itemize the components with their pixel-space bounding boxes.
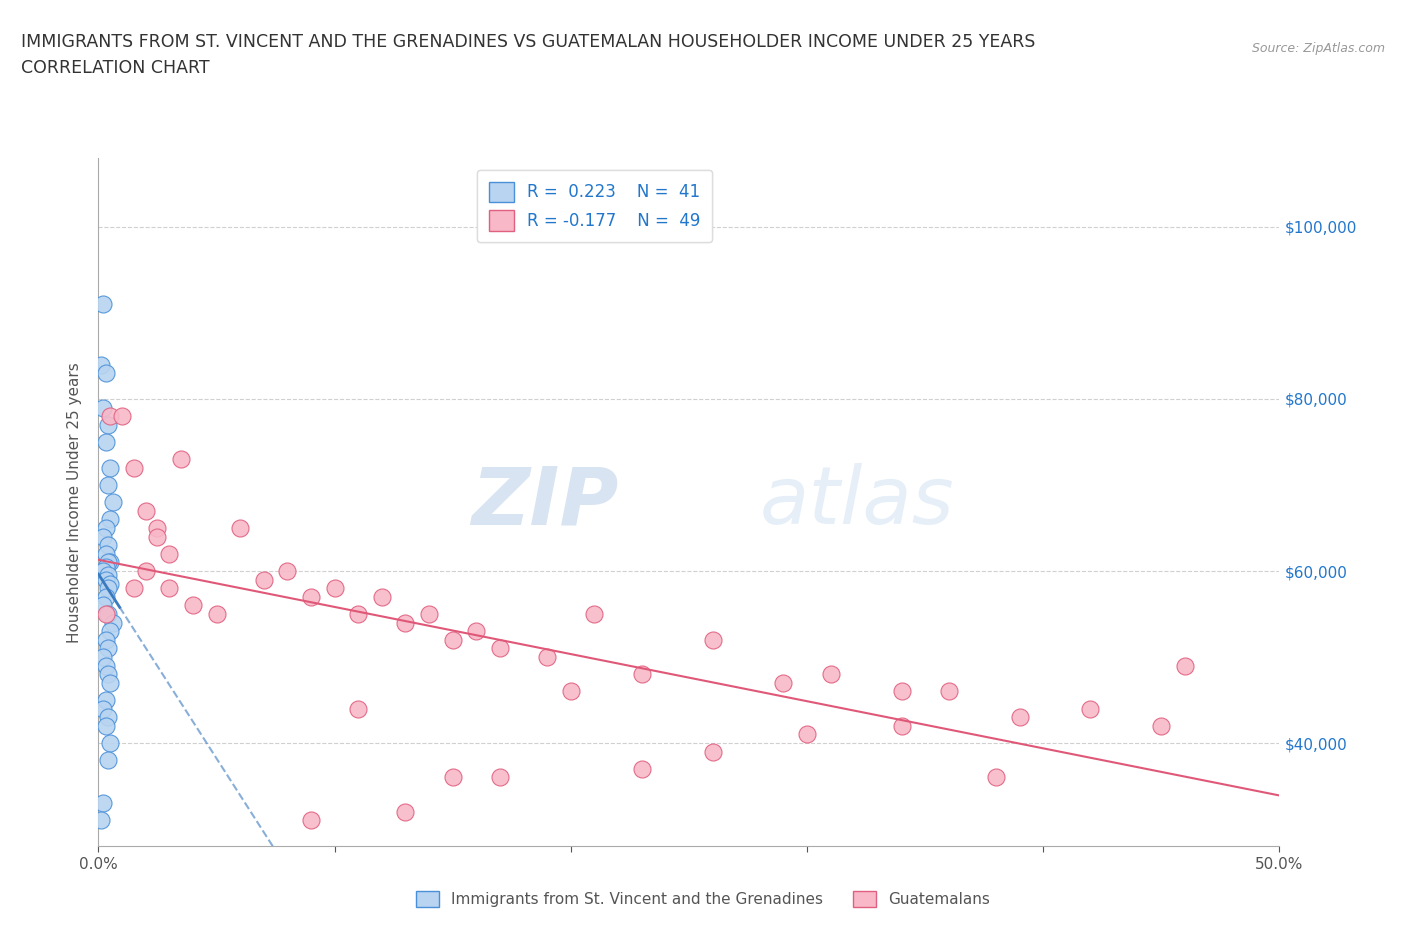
Y-axis label: Householder Income Under 25 years: Householder Income Under 25 years (67, 362, 83, 643)
Point (97, 641, 120, 656)
Point (323, 580, 346, 596)
Point (111, 409, 134, 424)
Point (394, 616, 416, 631)
Point (90, 357, 112, 372)
Point (170, 452, 193, 467)
Point (97, 710, 120, 724)
Point (97, 478, 120, 493)
Point (702, 744, 724, 759)
Point (122, 460, 145, 475)
Point (101, 495, 124, 510)
Point (371, 590, 394, 604)
Text: ZIP: ZIP (471, 463, 619, 541)
Point (135, 503, 157, 518)
Point (98, 460, 121, 475)
Point (347, 701, 370, 716)
Point (441, 770, 464, 785)
Point (418, 606, 440, 621)
Text: Source: ZipAtlas.com: Source: ZipAtlas.com (1251, 42, 1385, 55)
Point (94, 590, 117, 604)
Point (94, 693, 117, 708)
Point (91, 400, 114, 415)
Point (560, 684, 582, 699)
Point (157, 580, 180, 596)
Text: CORRELATION CHART: CORRELATION CHART (21, 59, 209, 76)
Point (890, 684, 912, 699)
Text: atlas: atlas (759, 463, 955, 541)
Point (91, 701, 114, 716)
Point (465, 624, 488, 639)
Point (97, 555, 120, 570)
Point (91, 564, 114, 578)
Point (299, 590, 322, 604)
Point (820, 667, 842, 682)
Point (702, 632, 724, 647)
Point (229, 521, 252, 536)
Point (489, 641, 512, 656)
Point (94, 434, 117, 449)
Point (94, 658, 117, 673)
Point (101, 616, 124, 631)
Point (98, 624, 121, 639)
Point (98, 555, 121, 570)
Point (97, 568, 120, 583)
Point (299, 813, 322, 828)
Point (98, 512, 121, 526)
Point (91, 529, 114, 544)
Point (94, 521, 117, 536)
Point (253, 572, 276, 587)
Point (94, 719, 117, 734)
Point (135, 564, 157, 578)
Point (98, 736, 121, 751)
Point (276, 564, 298, 578)
Point (91, 297, 114, 312)
Point (97, 606, 120, 621)
Point (630, 667, 652, 682)
Point (890, 719, 912, 734)
Point (97, 538, 120, 552)
Point (97, 753, 120, 768)
Point (583, 606, 606, 621)
Point (94, 365, 117, 380)
Point (97, 667, 120, 682)
Point (94, 559, 117, 574)
Point (90, 813, 112, 828)
Point (146, 529, 169, 544)
Point (489, 770, 512, 785)
Point (205, 606, 228, 621)
Point (1150, 719, 1173, 734)
Point (347, 606, 370, 621)
Point (630, 762, 652, 777)
Point (94, 547, 117, 562)
Point (94, 632, 117, 647)
Point (97, 418, 120, 432)
Point (94, 572, 117, 587)
Point (796, 727, 818, 742)
Point (181, 598, 204, 613)
Point (97, 580, 120, 596)
Legend: Immigrants from St. Vincent and the Grenadines, Guatemalans: Immigrants from St. Vincent and the Gren… (409, 884, 997, 913)
Point (122, 580, 145, 596)
Point (536, 649, 558, 664)
Point (157, 547, 180, 562)
Point (1080, 701, 1102, 716)
Point (146, 521, 169, 536)
Point (938, 684, 960, 699)
Point (772, 675, 794, 690)
Point (98, 675, 121, 690)
Point (441, 632, 464, 647)
Point (91, 649, 114, 664)
Point (1174, 658, 1197, 673)
Point (984, 770, 1007, 785)
Legend: R =  0.223    N =  41, R = -0.177    N =  49: R = 0.223 N = 41, R = -0.177 N = 49 (477, 170, 711, 242)
Point (98, 577, 121, 591)
Point (98, 409, 121, 424)
Point (91, 598, 114, 613)
Text: IMMIGRANTS FROM ST. VINCENT AND THE GRENADINES VS GUATEMALAN HOUSEHOLDER INCOME : IMMIGRANTS FROM ST. VINCENT AND THE GREN… (21, 33, 1035, 50)
Point (1008, 710, 1031, 724)
Point (94, 606, 117, 621)
Point (394, 804, 416, 819)
Point (91, 796, 114, 811)
